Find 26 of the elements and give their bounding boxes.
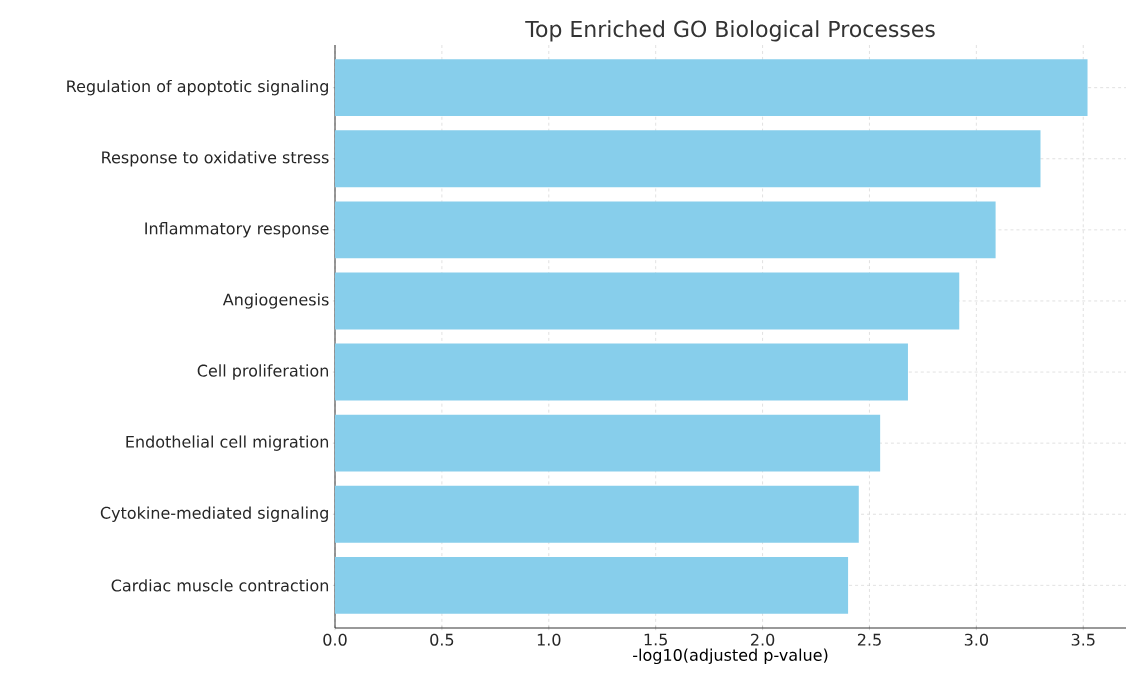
- x-axis-title: -log10(adjusted p-value): [633, 648, 828, 665]
- y-tick-label: Cell proliferation: [197, 364, 328, 380]
- x-tick-label: 1.0: [537, 633, 561, 646]
- bar: [335, 556, 849, 614]
- chart-title: Top Enriched GO Biological Processes: [525, 20, 935, 42]
- x-tick-label: 2.0: [751, 633, 775, 646]
- y-tick-label: Cardiac muscle contraction: [111, 579, 329, 592]
- bar: [335, 201, 996, 259]
- x-tick-label: 3.5: [1071, 633, 1095, 646]
- bar: [335, 485, 859, 543]
- bar: [335, 414, 881, 472]
- x-tick-label: 0.5: [430, 633, 454, 646]
- x-tick-label: 2.5: [857, 633, 881, 646]
- y-tick-label: Response to oxidative stress: [102, 151, 329, 167]
- x-tick-label: 3.0: [964, 633, 989, 646]
- bar: [335, 272, 960, 330]
- y-tick-label: Cytokine-mediated signaling: [100, 506, 328, 522]
- x-tick-label: 0.0: [323, 633, 347, 646]
- y-tick-label: Endothelial cell migration: [126, 435, 329, 451]
- y-tick-label: Regulation of apoptotic signaling: [67, 79, 328, 96]
- bar: [335, 130, 1041, 188]
- bar: [335, 343, 908, 401]
- x-tick-label: 1.5: [644, 633, 667, 646]
- y-tick-label: Inflammatory response: [145, 222, 329, 238]
- bar: [335, 59, 1088, 117]
- y-tick-label: Angiogenesis: [222, 293, 329, 309]
